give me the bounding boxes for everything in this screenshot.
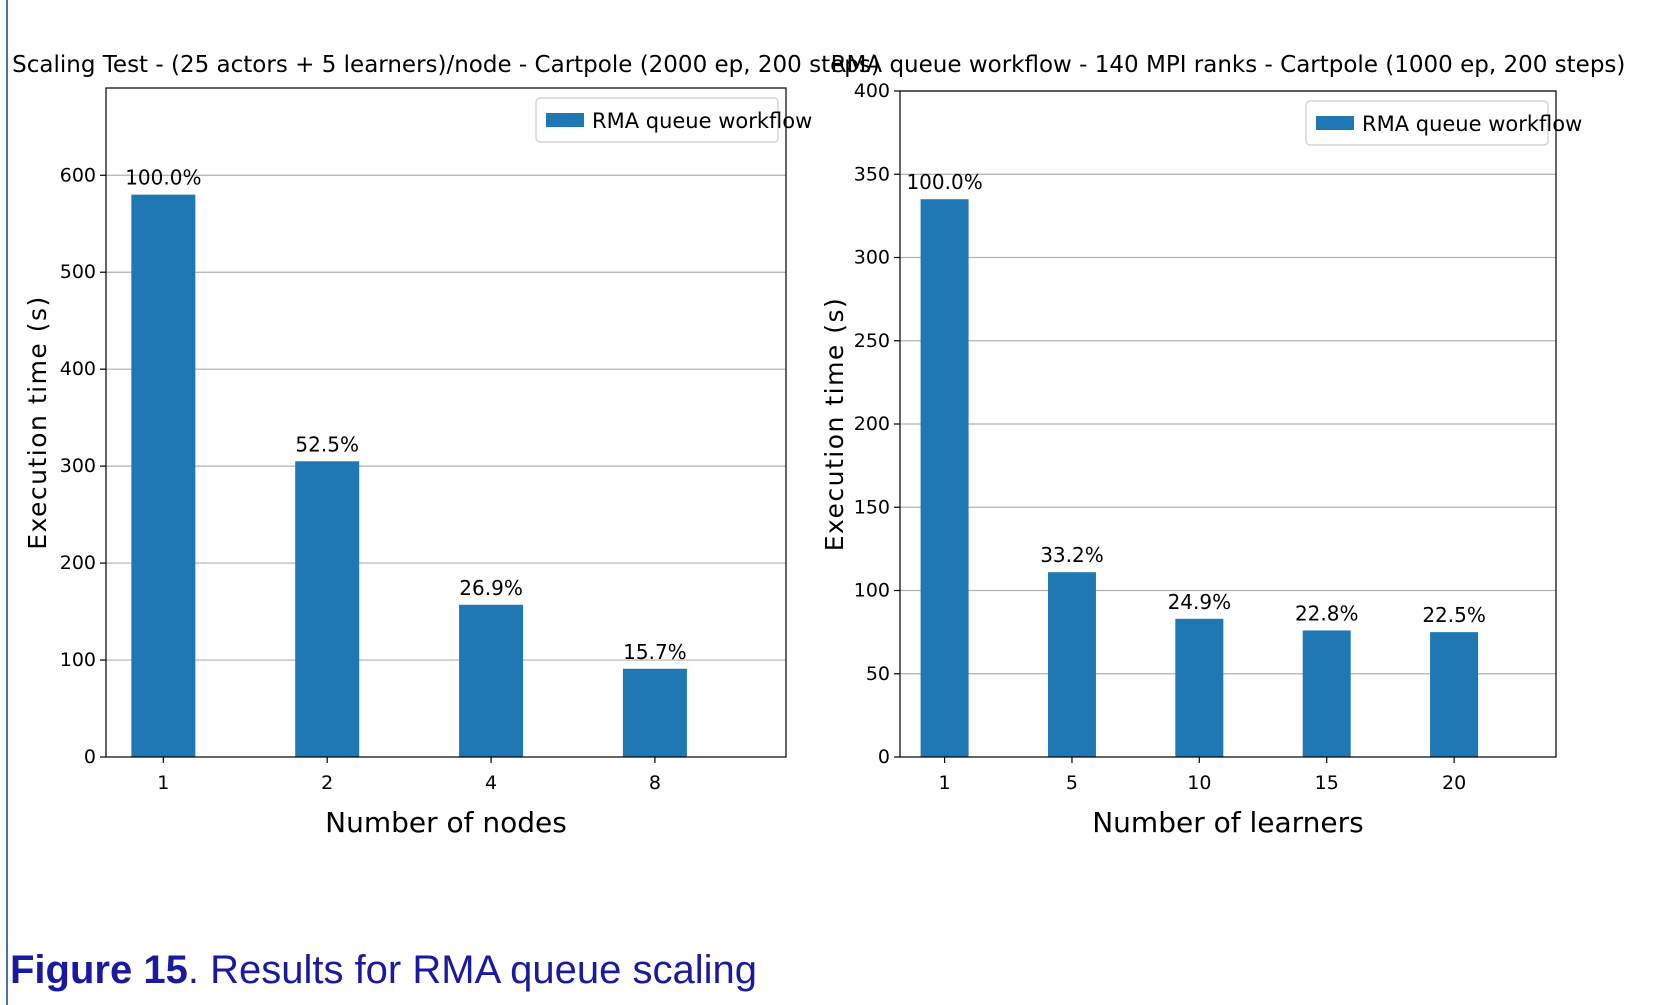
- chart1-x-tick-label: 2: [321, 772, 333, 794]
- chart1-y-tick-label: 200: [60, 552, 96, 574]
- chart1-bar: [131, 194, 196, 758]
- chart2-x-tick-label: 5: [1066, 772, 1078, 794]
- caption-text: Results for RMA queue scaling: [210, 948, 758, 992]
- chart2-data-label: 100.0%: [906, 170, 982, 194]
- chart1-data-label: 15.7%: [623, 640, 687, 664]
- chart2-legend-label: RMA queue workflow: [1362, 112, 1582, 136]
- chart1-title: Scaling Test - (25 actors + 5 learners)/…: [12, 52, 880, 78]
- chart2-y-tick-label: 150: [854, 496, 890, 518]
- chart1-y-tick-label: 500: [60, 261, 96, 283]
- chart2-x-tick-label: 15: [1315, 772, 1339, 794]
- chart1-legend-label: RMA queue workflow: [592, 109, 812, 133]
- chart2-data-label: 33.2%: [1040, 543, 1104, 567]
- chart2-data-label: 24.9%: [1168, 590, 1232, 614]
- chart1-y-axis-label: Execution time (s): [23, 295, 52, 550]
- chart1-x-tick-label: 1: [157, 772, 169, 794]
- chart1-x-tick-label: 8: [649, 772, 661, 794]
- chart1-x-axis-label: Number of nodes: [325, 806, 567, 839]
- chart2-x-tick-label: 20: [1442, 772, 1466, 794]
- chart1-bar: [622, 668, 687, 757]
- chart2-y-tick-label: 200: [854, 413, 890, 435]
- left-border: [6, 0, 8, 1005]
- chart1-plot-frame: [105, 87, 787, 758]
- chart2-y-tick-label: 350: [854, 163, 890, 185]
- chart2-y-tick-label: 0: [878, 746, 890, 768]
- charts-canvas: 100.0%52.5%26.9%15.7%0100200300400500600…: [12, 52, 1626, 839]
- chart2-title: RMA queue workflow - 140 MPI ranks - Car…: [831, 52, 1626, 78]
- chart2-y-tick-label: 50: [866, 663, 890, 685]
- chart2-data-label: 22.5%: [1422, 603, 1486, 627]
- chart1-bar: [459, 604, 524, 757]
- chart1-y-tick-label: 100: [60, 649, 96, 671]
- chart2-x-tick-label: 1: [939, 772, 951, 794]
- chart1-y-tick-label: 600: [60, 164, 96, 186]
- chart1-y-tick-label: 0: [84, 746, 96, 768]
- chart2-bar: [1175, 618, 1224, 757]
- figure-caption: Figure 15. Results for RMA queue scaling: [10, 948, 757, 993]
- chart2-bar: [1302, 630, 1351, 757]
- chart2-y-tick-label: 100: [854, 580, 890, 602]
- chart2-y-tick-label: 300: [854, 247, 890, 269]
- chart2-x-axis-label: Number of learners: [1092, 806, 1364, 839]
- chart1-data-label: 52.5%: [295, 432, 359, 456]
- chart2-y-tick-label: 250: [854, 330, 890, 352]
- chart2-bar: [1430, 632, 1479, 757]
- chart2-legend-box: [1305, 100, 1549, 146]
- chart1-data-label: 100.0%: [125, 166, 201, 190]
- chart1-bar: [295, 461, 360, 757]
- chart1-data-label: 26.9%: [459, 576, 523, 600]
- caption-separator: .: [187, 948, 211, 992]
- chart1-legend-box: [535, 97, 779, 143]
- chart1-y-tick-label: 400: [60, 358, 96, 380]
- caption-label: Figure 15: [10, 948, 188, 992]
- chart2-y-tick-label: 400: [854, 80, 890, 102]
- chart2-y-axis-label: Execution time (s): [820, 297, 849, 552]
- chart1-y-tick-label: 300: [60, 455, 96, 477]
- chart2-legend-swatch: [1316, 116, 1354, 130]
- chart2-data-label: 22.8%: [1295, 601, 1359, 625]
- chart2-x-tick-label: 10: [1187, 772, 1211, 794]
- chart1-legend-swatch: [546, 113, 584, 127]
- chart2-bar: [1047, 572, 1096, 757]
- chart1-x-tick-label: 4: [485, 772, 497, 794]
- chart2-bar: [920, 199, 969, 758]
